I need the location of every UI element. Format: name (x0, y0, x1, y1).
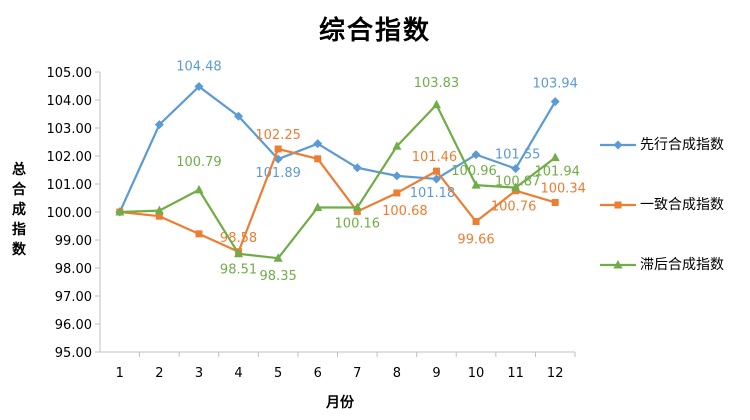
data-label: 104.48 (176, 60, 222, 75)
legend-marker (613, 260, 623, 269)
x-tick-label: 11 (507, 366, 524, 381)
data-label: 100.96 (451, 164, 497, 179)
data-point (314, 155, 322, 163)
legend-marker (614, 201, 622, 209)
legend-marker (613, 140, 623, 150)
y-tick-label: 96.00 (55, 318, 92, 333)
data-point (273, 253, 283, 262)
y-axis-label: 总合成指数 (12, 162, 26, 258)
y-tick-label: 103.00 (47, 122, 93, 137)
legend-label-coincident: 一致合成指数 (640, 197, 724, 213)
data-point (194, 82, 204, 92)
y-tick-label: 99.00 (55, 234, 92, 249)
data-label: 99.66 (457, 233, 494, 248)
data-point (274, 145, 282, 153)
data-point (551, 198, 559, 206)
x-tick-label: 10 (468, 366, 485, 381)
data-point (352, 202, 362, 212)
x-tick-label: 6 (314, 366, 322, 381)
x-tick-label: 9 (432, 366, 440, 381)
data-label: 101.55 (495, 148, 541, 163)
x-tick-label: 5 (274, 366, 282, 381)
data-label: 98.51 (220, 263, 257, 278)
data-label: 100.87 (495, 175, 541, 190)
data-label: 102.25 (255, 128, 301, 143)
data-label: 101.46 (412, 150, 458, 165)
data-point (393, 189, 401, 197)
y-tick-label: 95.00 (55, 346, 92, 361)
x-tick-label: 3 (195, 366, 203, 381)
legend-swatch-coincident (600, 201, 636, 209)
data-label: 101.89 (255, 166, 301, 181)
data-point (432, 167, 440, 175)
data-label: 100.16 (335, 217, 381, 232)
y-tick-label: 105.00 (47, 66, 93, 81)
series-line-1 (119, 147, 556, 253)
y-tick-label: 102.00 (47, 150, 93, 165)
legend-label-leading: 先行合成指数 (640, 137, 724, 153)
y-tick-label: 98.00 (55, 262, 92, 277)
data-point (194, 184, 204, 194)
data-point (471, 150, 481, 160)
x-tick-label: 12 (547, 366, 564, 381)
data-point (472, 218, 480, 226)
data-label: 101.94 (534, 165, 580, 180)
data-label: 103.94 (532, 77, 578, 92)
data-label: 100.68 (382, 204, 428, 219)
data-label: 101.18 (410, 186, 456, 201)
x-tick-label: 1 (116, 366, 124, 381)
data-label: 98.58 (220, 231, 257, 246)
data-point (353, 207, 361, 215)
data-point (313, 202, 323, 212)
legend-swatch-lagging (600, 260, 636, 269)
x-axis-label: 月份 (326, 395, 354, 411)
x-tick-label: 2 (155, 366, 163, 381)
y-tick-label: 101.00 (47, 178, 93, 193)
x-tick-label: 4 (234, 366, 242, 381)
data-point (195, 230, 203, 238)
data-point (511, 182, 521, 192)
y-tick-label: 100.00 (47, 206, 93, 221)
legend-swatch-leading (600, 140, 636, 150)
series-line-0 (118, 85, 557, 213)
legend-label-lagging: 滞后合成指数 (640, 257, 724, 273)
data-label: 103.83 (414, 76, 460, 91)
series-line-2 (119, 103, 556, 260)
data-label: 100.76 (491, 200, 537, 215)
data-point (392, 171, 402, 181)
data-point (155, 212, 163, 220)
data-point (352, 163, 362, 173)
data-point (431, 174, 441, 184)
data-point (511, 164, 521, 174)
y-tick-label: 104.00 (47, 94, 93, 109)
data-point (234, 111, 244, 121)
data-label: 100.34 (540, 181, 586, 196)
data-point (234, 248, 244, 258)
data-point (154, 205, 164, 215)
x-tick-label: 8 (393, 366, 401, 381)
data-point (550, 97, 560, 107)
data-point (115, 207, 125, 216)
data-point (431, 99, 441, 109)
x-tick-label: 7 (353, 366, 361, 381)
data-point (392, 141, 402, 150)
data-point (471, 180, 481, 189)
data-label: 100.79 (176, 155, 222, 170)
data-point (154, 120, 164, 130)
y-tick-label: 97.00 (55, 290, 92, 305)
data-point (550, 152, 560, 162)
chart-title: 综合指数 (318, 16, 431, 46)
data-point (313, 139, 323, 149)
data-label: 98.35 (260, 269, 297, 284)
